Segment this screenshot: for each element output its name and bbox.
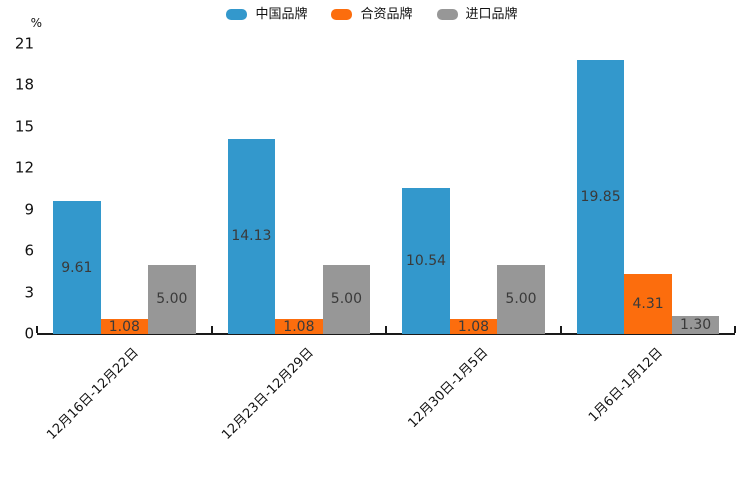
bar-series-2-cat-0 bbox=[148, 264, 196, 334]
bar-value-label: 5.00 bbox=[156, 291, 188, 308]
x-axis-tick bbox=[210, 326, 213, 333]
legend: 中国品牌 合资品牌 进口品牌 bbox=[0, 8, 744, 21]
y-axis-tick-label: 15 bbox=[14, 117, 34, 136]
x-axis-category-label: 12月16日-12月22日 bbox=[44, 345, 143, 443]
legend-item-series-0[interactable]: 中国品牌 bbox=[226, 8, 307, 21]
legend-swatch-icon bbox=[331, 9, 353, 20]
x-axis-line bbox=[37, 333, 736, 335]
legend-item-series-1[interactable]: 合资品牌 bbox=[331, 7, 413, 22]
bar-value-label: 1.30 bbox=[680, 317, 712, 334]
y-axis-tick-label: 6 bbox=[24, 241, 34, 260]
x-axis-category-label: 12月23日-12月29日 bbox=[219, 345, 317, 443]
bar-value-label: 1.08 bbox=[283, 318, 315, 335]
y-axis-tick-label: 21 bbox=[14, 34, 34, 53]
legend-label: 中国品牌 bbox=[255, 7, 308, 22]
bar-value-label: 10.54 bbox=[405, 253, 447, 270]
bar-value-label: 5.00 bbox=[330, 291, 362, 308]
x-axis-tick bbox=[385, 326, 388, 333]
legend-swatch-icon bbox=[436, 9, 458, 20]
bar-value-label: 19.85 bbox=[580, 188, 621, 205]
legend-swatch-icon bbox=[226, 9, 248, 20]
bar-series-2-cat-2 bbox=[497, 264, 545, 334]
bar-series-2-cat-3 bbox=[671, 316, 720, 334]
bar-series-0-cat-2 bbox=[402, 188, 450, 334]
bar-series-1-cat-2 bbox=[449, 319, 498, 334]
x-axis-category-label: 1月6日-1月12日 bbox=[586, 345, 667, 426]
bar-series-1-cat-1 bbox=[275, 319, 323, 334]
legend-label: 进口品牌 bbox=[465, 7, 518, 22]
bar-series-0-cat-3 bbox=[576, 59, 625, 334]
bar-series-1-cat-0 bbox=[100, 319, 149, 334]
bar-value-label: 14.13 bbox=[231, 228, 272, 245]
bar-series-1-cat-3 bbox=[624, 274, 672, 334]
x-axis-category-label: 12月30日-1月5日 bbox=[405, 345, 492, 432]
y-axis-tick-label: 0 bbox=[24, 324, 34, 343]
x-axis-tick bbox=[36, 326, 38, 333]
y-axis-tick-label: 12 bbox=[14, 158, 34, 177]
legend-label: 合资品牌 bbox=[360, 7, 413, 22]
bar-series-0-cat-1 bbox=[227, 138, 276, 334]
bar-value-label: 5.00 bbox=[505, 291, 537, 308]
y-axis-tick-label: 3 bbox=[24, 283, 34, 302]
y-axis-tick-label: 18 bbox=[14, 75, 34, 94]
y-axis-unit-label: % bbox=[30, 16, 42, 30]
x-axis-tick bbox=[559, 326, 562, 333]
bar-value-label: 1.08 bbox=[108, 318, 140, 335]
legend-item-series-2[interactable]: 进口品牌 bbox=[436, 7, 518, 22]
x-axis-tick bbox=[734, 326, 737, 333]
bar-series-2-cat-1 bbox=[322, 264, 371, 334]
bar-value-label: 4.31 bbox=[632, 296, 664, 313]
y-axis-tick-label: 9 bbox=[24, 200, 34, 219]
bar-series-0-cat-0 bbox=[53, 201, 101, 334]
bar-value-label: 9.61 bbox=[61, 259, 93, 276]
bar-value-label: 1.08 bbox=[457, 318, 490, 335]
